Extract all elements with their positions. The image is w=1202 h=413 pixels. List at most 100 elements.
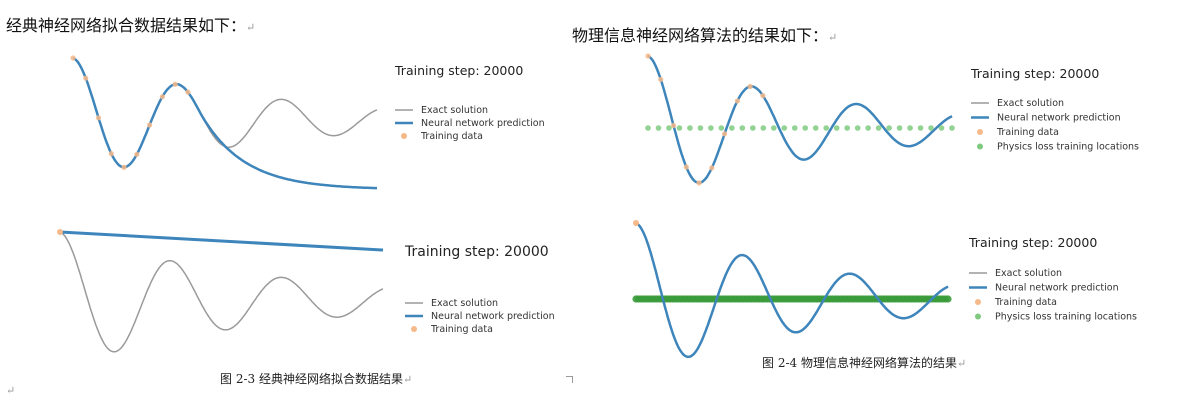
- legend-label: Neural network prediction: [997, 113, 1121, 124]
- physics-location-point: [854, 125, 861, 131]
- training-data-point: [95, 115, 102, 121]
- chart-title: Training step: 20000: [970, 66, 1099, 81]
- training-data-point: [57, 229, 63, 235]
- training-data-point: [658, 76, 664, 83]
- physics-location-point: [865, 125, 871, 131]
- legend-swatch-dot: [975, 299, 981, 305]
- physics-location-point: [655, 125, 662, 131]
- left-heading: 经典神经网络拟合数据结果如下：↵: [6, 12, 255, 36]
- legend-swatch-dot: [977, 143, 983, 150]
- right-caption: 图 2-4 物理信息神经网络算法的结果↵: [762, 354, 966, 371]
- training-data-point: [683, 164, 689, 170]
- pinn-fit-chart: Training step: 20000 Exact solution Neural…: [645, 53, 1139, 186]
- nn-prediction-line: [647, 54, 953, 185]
- physics-location-point: [676, 125, 683, 131]
- training-data-point: [185, 89, 191, 95]
- legend-label: Training data: [420, 131, 483, 142]
- nn-prediction-line: [72, 56, 377, 190]
- left-caption: 图 2-3 经典神经网络拟合数据结果↵: [220, 370, 412, 387]
- training-data-point: [709, 165, 715, 171]
- exact-solution-line: [647, 55, 953, 184]
- nn-prediction-line: [59, 230, 384, 252]
- physics-location-point: [944, 295, 952, 303]
- legend-swatch-dot: [977, 129, 983, 135]
- classic-fit-chart: Training step: 20000 Exact solution Neural…: [70, 55, 545, 190]
- legend-label: Training data: [994, 297, 1057, 308]
- physics-location-point: [917, 125, 924, 131]
- exact-solution-line: [59, 231, 384, 353]
- physics-location-point: [928, 125, 934, 131]
- legend-label: Neural network prediction: [421, 118, 545, 129]
- nn-prediction-line: [635, 221, 949, 359]
- chart-title: Training step: 20000: [404, 244, 549, 260]
- training-data-point: [633, 220, 639, 226]
- training-data-point: [134, 151, 140, 157]
- legend-label: Physics loss training locations: [995, 312, 1137, 323]
- physics-location-point: [666, 125, 672, 131]
- physics-location-point: [823, 125, 830, 131]
- training-data-point: [734, 98, 740, 104]
- physics-location-point: [739, 125, 746, 131]
- training-data-point: [696, 180, 702, 186]
- physics-location-point: [812, 125, 819, 131]
- physics-location-point: [833, 125, 840, 131]
- training-data-point: [670, 122, 677, 129]
- physics-location-point: [729, 125, 735, 131]
- left-caption-return-mark: ↵: [402, 373, 413, 386]
- physics-location-point: [844, 125, 850, 131]
- physics-location-point: [896, 125, 903, 131]
- training-data-point: [760, 93, 766, 99]
- chart-title: Training step: 20000: [968, 235, 1097, 250]
- training-data-point: [121, 164, 127, 170]
- training-data-point: [83, 75, 89, 81]
- training-data-point: [722, 131, 728, 137]
- left-heading-text: 经典神经网络拟合数据结果如下：: [6, 16, 247, 35]
- right-caption-return-mark: ↵: [956, 357, 967, 370]
- training-data-point: [108, 151, 114, 157]
- physics-location-point: [687, 125, 693, 131]
- legend-label: Training data: [996, 127, 1059, 138]
- physics-location-point: [781, 125, 788, 131]
- pinn-unfit-chart: Training step: 20000 Exact solution Neural…: [632, 220, 1137, 359]
- physics-location-point: [645, 125, 651, 131]
- physics-location-point: [875, 125, 882, 131]
- training-data-point: [147, 122, 153, 128]
- physics-location-point: [886, 125, 892, 131]
- training-data-point: [70, 55, 76, 61]
- physics-location-point: [718, 125, 725, 131]
- legend-label: Neural network prediction: [995, 283, 1119, 294]
- legend-label: Physics loss training locations: [997, 142, 1139, 153]
- exact-solution-line: [72, 57, 378, 168]
- legend-label: Training data: [430, 324, 493, 335]
- legend-label: Exact solution: [997, 98, 1064, 109]
- physics-location-point: [907, 125, 913, 131]
- bottom-return-mark: ↵: [6, 384, 16, 397]
- right-caption-text: 图 2-4 物理信息神经网络算法的结果: [762, 356, 957, 370]
- physics-location-point: [949, 125, 955, 131]
- right-heading-return-mark: ↵: [828, 31, 838, 44]
- legend-swatch-dot: [401, 133, 407, 139]
- physics-location-point: [802, 125, 809, 131]
- physics-location-point: [791, 125, 798, 131]
- left-heading-return-mark: ↵: [246, 21, 256, 34]
- physics-location-point: [750, 125, 756, 131]
- right-heading: 物理信息神经网络算法的结果如下：↵: [572, 22, 837, 46]
- training-data-point: [645, 53, 651, 59]
- physics-location-point: [938, 125, 945, 131]
- training-data-point: [747, 83, 753, 90]
- exact-solution-line: [635, 222, 949, 358]
- legend-label: Exact solution: [421, 105, 488, 116]
- training-data-point: [159, 94, 165, 100]
- training-data-point: [172, 81, 178, 87]
- chart-title: Training step: 20000: [394, 63, 523, 78]
- physics-location-point: [697, 125, 704, 131]
- legend-swatch-dot: [411, 326, 417, 332]
- left-caption-text: 图 2-3 经典神经网络拟合数据结果: [220, 372, 403, 386]
- classic-unfit-chart: Training step: 20000 Exact solution Neural…: [57, 229, 555, 353]
- physics-location-point: [760, 125, 767, 131]
- right-heading-text: 物理信息神经网络算法的结果如下：: [572, 26, 829, 45]
- legend-swatch-dot: [975, 313, 981, 320]
- legend-label: Neural network prediction: [431, 311, 555, 322]
- legend-label: Exact solution: [431, 298, 498, 309]
